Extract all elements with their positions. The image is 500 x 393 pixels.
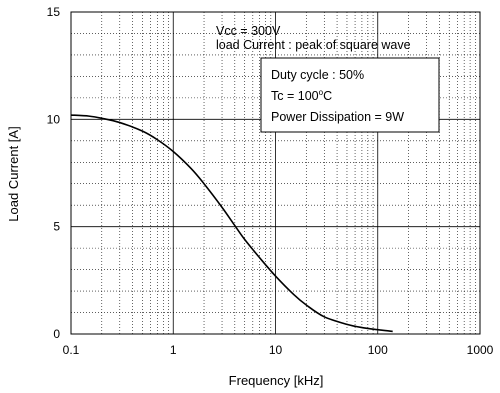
annotation-vcc: Vcc = 300V: [216, 24, 281, 38]
y-axis-title: Load Current [A]: [6, 126, 21, 221]
x-axis-title: Frequency [kHz]: [229, 373, 324, 388]
x-tick-label: 10: [269, 343, 283, 357]
condition-box: [260, 57, 440, 133]
x-tick-labels: 0.1 1 10 100 1000: [63, 343, 494, 357]
y-tick-labels: 0 5 10 15: [47, 5, 61, 341]
case-temp-unit: C: [323, 89, 332, 103]
degree-symbol: o: [319, 88, 324, 97]
y-tick-label: 10: [47, 112, 61, 126]
annotation-load-current: load Current : peak of square wave: [216, 38, 411, 52]
x-tick-label: 1000: [467, 343, 494, 357]
case-temp-value: Tc = 100: [271, 89, 319, 103]
x-tick-label: 100: [368, 343, 388, 357]
y-tick-label: 15: [47, 5, 61, 19]
condition-power-dissipation: Power Dissipation = 9W: [271, 110, 404, 124]
x-tick-label: 0.1: [63, 343, 80, 357]
condition-duty-cycle: Duty cycle : 50%: [271, 68, 364, 82]
plot-frame: [70, 11, 481, 335]
x-tick-label: 1: [170, 343, 177, 357]
condition-case-temp: Tc = 100oC: [271, 88, 332, 103]
load-current-curve: [70, 114, 393, 333]
y-tick-label: 5: [53, 220, 60, 234]
y-tick-label: 0: [53, 327, 60, 341]
